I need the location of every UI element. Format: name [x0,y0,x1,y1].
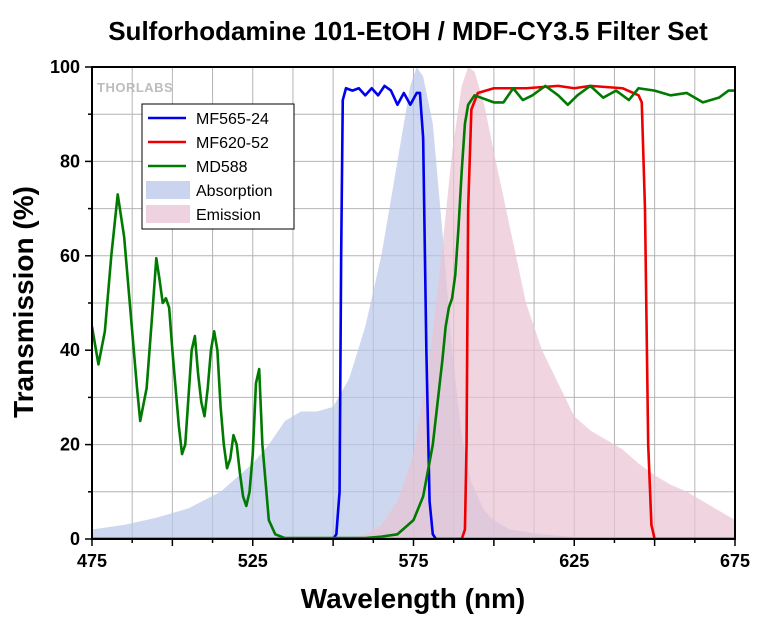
y-tick-label: 80 [60,151,80,171]
y-tick-label: 40 [60,340,80,360]
series-line-mf565-24 [92,84,735,539]
series-area-absorption [92,67,735,539]
legend-label: Emission [196,207,261,224]
legend: MF565-24 MF620-52 MD588 Absorption Emission [141,103,295,230]
thorlabs-logo: THORLABS [97,80,173,95]
y-tick-label: 100 [50,57,80,77]
legend-label: Absorption [196,183,273,200]
y-tick-label: 0 [70,529,80,549]
x-axis-label: Wavelength (nm) [301,583,526,614]
legend-label: MF565-24 [196,111,269,128]
series-group [92,67,735,539]
legend-swatch-emission [146,205,190,223]
series-line-md588 [92,84,735,539]
legend-label: MF620-52 [196,135,269,152]
y-tick-label: 60 [60,246,80,266]
series-line-mf620-52 [92,84,735,539]
plot-area: THORLABS 475 525 575 625 675 0 20 40 60 80 100 MF565… [50,57,750,571]
x-tick-label: 525 [238,551,268,571]
y-tick-label: 20 [60,435,80,455]
x-tick-label: 675 [720,551,750,571]
series-area-emission [92,67,735,539]
x-tick-label: 475 [77,551,107,571]
legend-label: MD588 [196,159,248,176]
chart-title: Sulforhodamine 101-EtOH / MDF-CY3.5 Filt… [108,16,708,46]
x-tick-label: 625 [559,551,589,571]
x-tick-label: 575 [398,551,428,571]
legend-swatch-absorption [146,181,190,199]
y-axis-label: Transmission (%) [8,186,39,418]
